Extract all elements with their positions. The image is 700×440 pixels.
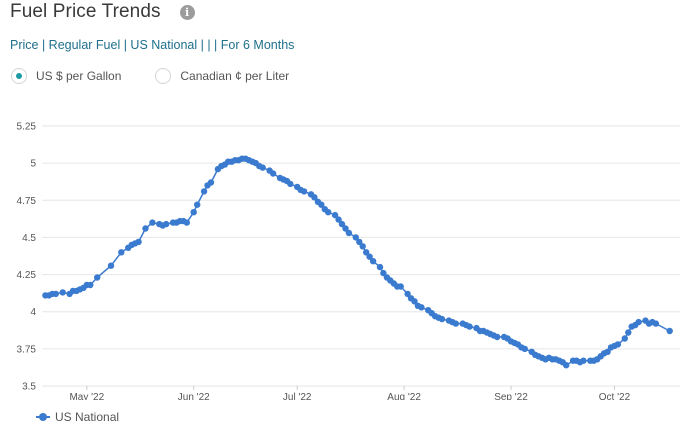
data-point[interactable]	[452, 320, 459, 327]
page-title: Fuel Price Trends	[10, 1, 161, 22]
units-radio-group: US $ per Gallon Canadian ¢ per Liter	[11, 68, 289, 84]
radio-us-dollars[interactable]: US $ per Gallon	[11, 68, 121, 84]
data-point[interactable]	[359, 243, 366, 250]
data-point[interactable]	[163, 220, 170, 228]
data-point[interactable]	[94, 274, 101, 281]
data-point[interactable]	[411, 298, 418, 305]
y-tick-label: 5.25	[17, 122, 37, 133]
y-tick-label: 3.75	[17, 344, 37, 355]
data-point[interactable]	[325, 209, 332, 216]
x-tick-label: May '22	[69, 392, 104, 400]
data-point[interactable]	[311, 194, 318, 201]
data-point[interactable]	[404, 290, 411, 298]
data-point[interactable]	[397, 283, 404, 290]
y-tick-label: 5	[30, 159, 36, 170]
data-point[interactable]	[59, 289, 66, 296]
data-point[interactable]	[366, 253, 373, 260]
data-point[interactable]	[380, 269, 387, 277]
data-point[interactable]	[190, 209, 197, 216]
series-line	[45, 157, 671, 366]
price-line-chart: 5.25 5 4.75 4.5 4.25 4 3.75 3.5 May '22 Jun '22 J…	[17, 122, 680, 400]
data-point[interactable]	[194, 201, 201, 208]
x-tick-label: Jul '22	[283, 392, 312, 400]
y-tick-label: 4.25	[17, 270, 37, 281]
legend-label: US National	[55, 410, 120, 424]
series-us-national	[42, 155, 673, 369]
x-tick-label: Oct '22	[599, 392, 631, 400]
data-point[interactable]	[466, 323, 473, 330]
radio-selected-dot	[16, 73, 22, 79]
data-point[interactable]	[342, 225, 349, 232]
data-point[interactable]	[621, 335, 628, 342]
data-point[interactable]	[614, 341, 622, 348]
info-icon[interactable]: i	[179, 4, 195, 20]
data-point[interactable]	[331, 211, 339, 219]
x-tick-label: Jun '22	[178, 392, 210, 400]
data-point[interactable]	[521, 345, 528, 353]
header: Fuel Price Trends i	[10, 0, 195, 24]
data-point[interactable]	[118, 249, 125, 256]
chart-grid	[42, 125, 680, 387]
data-point[interactable]	[356, 238, 363, 246]
x-axis-ticks: May '22 Jun '22 Jul '22 Aug '22 Sep '22 Oct '…	[69, 386, 631, 400]
radio-canadian-cents[interactable]: Canadian ¢ per Liter	[155, 68, 289, 84]
data-point[interactable]	[300, 188, 308, 195]
y-tick-label: 4	[30, 307, 36, 318]
data-point[interactable]	[652, 320, 660, 327]
data-point[interactable]	[52, 290, 59, 298]
y-tick-label: 3.5	[22, 382, 36, 393]
breadcrumb[interactable]: Price | Regular Fuel | US National | | |…	[10, 38, 295, 52]
data-point[interactable]	[438, 315, 446, 323]
radio-canadian-cents-label: Canadian ¢ per Liter	[180, 69, 290, 83]
data-point[interactable]	[135, 238, 142, 246]
data-point[interactable]	[318, 201, 325, 208]
data-point[interactable]	[200, 188, 208, 195]
data-point[interactable]	[494, 333, 501, 341]
y-tick-label: 4.5	[22, 233, 36, 244]
data-point[interactable]	[269, 170, 277, 177]
data-point[interactable]	[338, 220, 346, 228]
legend-marker	[36, 412, 50, 422]
y-tick-label: 4.75	[17, 196, 37, 207]
data-point[interactable]	[418, 304, 425, 311]
data-point[interactable]	[352, 234, 359, 241]
data-point[interactable]	[563, 362, 570, 369]
data-point[interactable]	[345, 229, 353, 237]
data-point[interactable]	[149, 219, 156, 226]
data-point[interactable]	[635, 318, 642, 326]
data-point[interactable]	[107, 262, 115, 269]
x-tick-label: Sep '22	[494, 392, 528, 400]
radio-canadian-cents-circle[interactable]	[155, 68, 172, 84]
data-point[interactable]	[604, 348, 611, 355]
data-point[interactable]	[183, 219, 190, 226]
radio-us-dollars-circle[interactable]	[11, 68, 27, 84]
x-tick-label: Aug '22	[387, 392, 421, 400]
data-point[interactable]	[207, 179, 215, 186]
data-point[interactable]	[625, 329, 632, 336]
data-point[interactable]	[376, 263, 384, 271]
radio-us-dollars-label: US $ per Gallon	[36, 69, 122, 83]
legend-item-us-national[interactable]: US National	[36, 410, 119, 424]
data-point[interactable]	[580, 357, 587, 364]
y-axis-ticks: 5.25 5 4.75 4.5 4.25 4 3.75 3.5	[17, 122, 37, 393]
data-point[interactable]	[335, 216, 342, 223]
data-point[interactable]	[363, 249, 370, 256]
data-point[interactable]	[259, 164, 266, 171]
data-point[interactable]	[142, 225, 149, 232]
data-point[interactable]	[87, 281, 94, 289]
data-point[interactable]	[666, 327, 673, 335]
data-point[interactable]	[369, 258, 377, 265]
data-point[interactable]	[287, 180, 294, 188]
